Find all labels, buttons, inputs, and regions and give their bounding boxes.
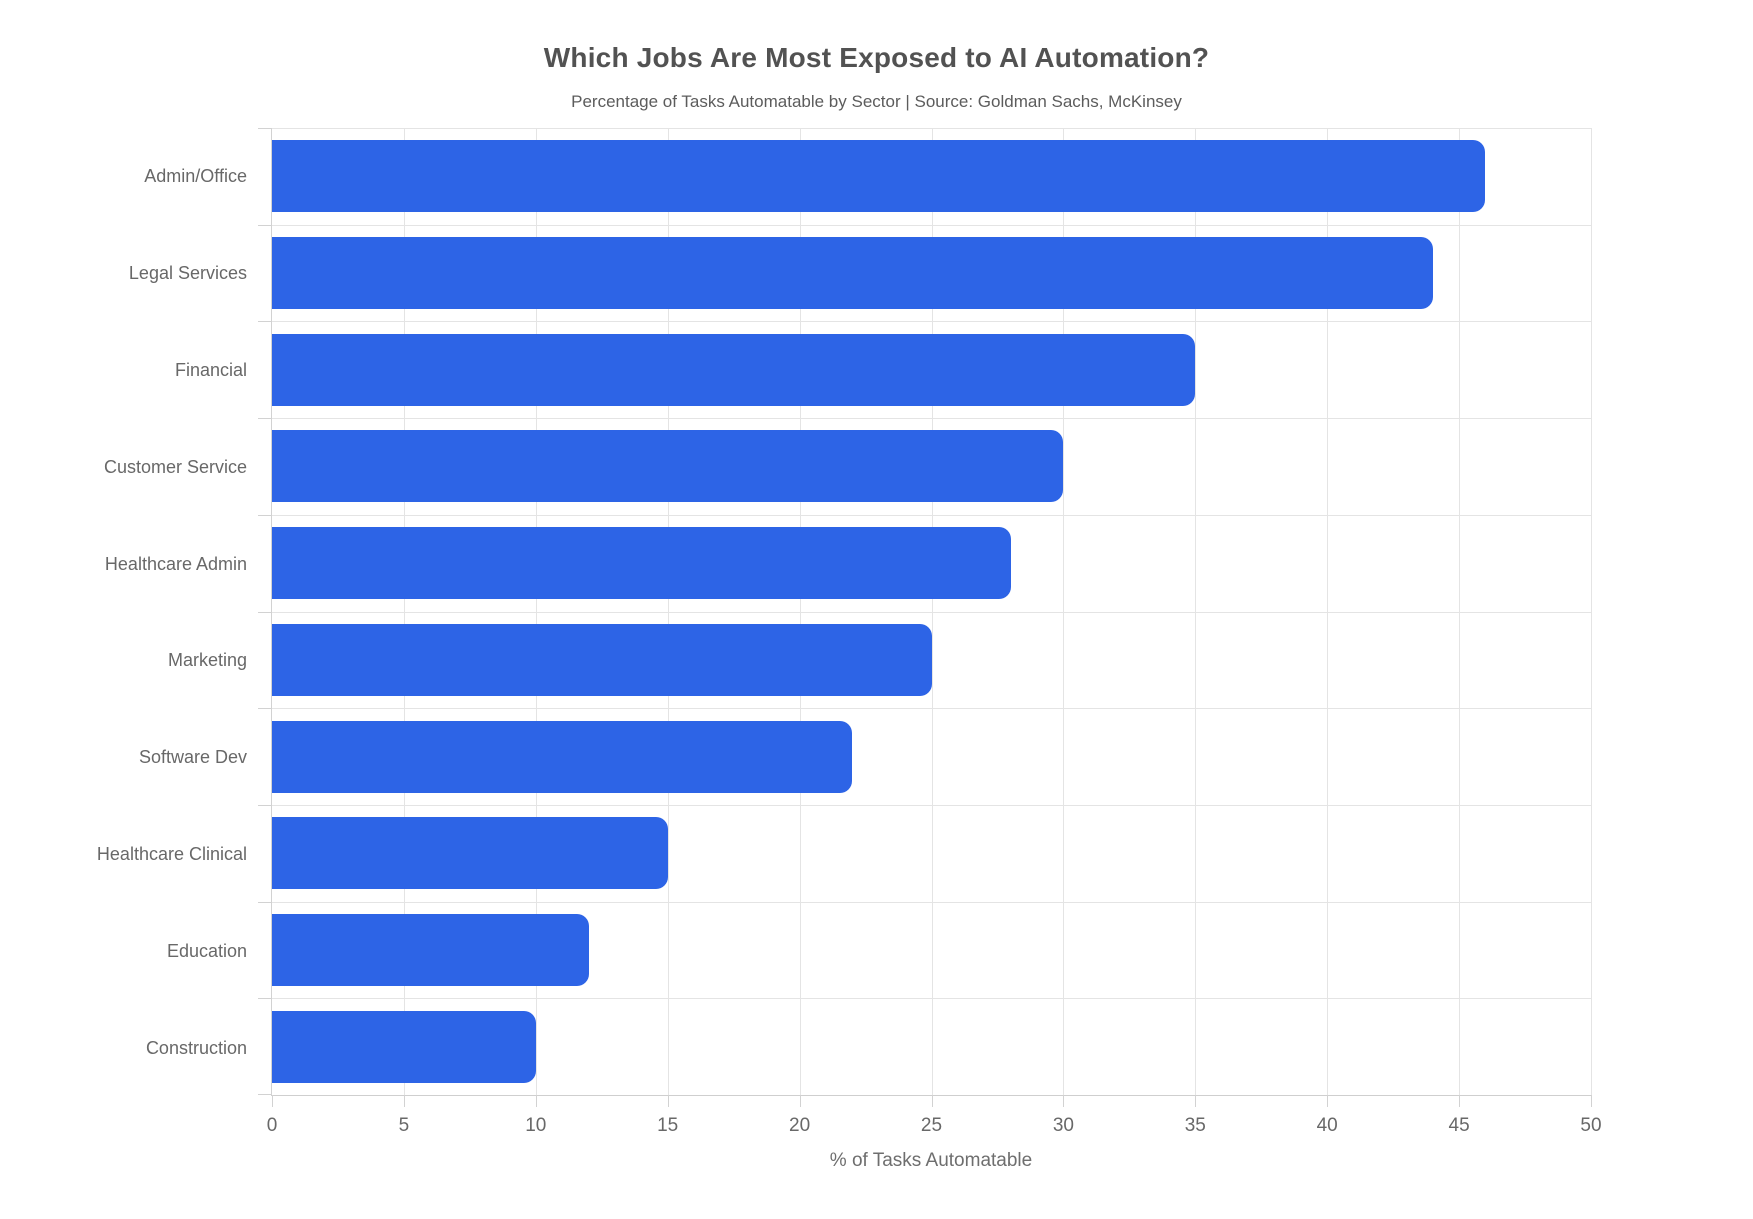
bar-financial bbox=[272, 333, 1196, 406]
category-label: Admin/Office bbox=[144, 166, 247, 187]
x-tick-mark bbox=[535, 1095, 537, 1107]
x-tick-label: 0 bbox=[266, 1115, 278, 1136]
x-tick-label: 30 bbox=[1052, 1115, 1074, 1136]
category-label: Financial bbox=[174, 360, 247, 380]
x-tick-mark bbox=[1591, 1095, 1592, 1107]
gridline-x bbox=[535, 128, 537, 1095]
y-tick-mark bbox=[258, 708, 272, 710]
x-tick-mark bbox=[799, 1095, 801, 1107]
plot-area: 0 5 10 15 20 25 30 35 40 45 50 bbox=[258, 128, 1602, 1136]
bar-healthcare-admin bbox=[272, 527, 1011, 600]
bar-construction bbox=[272, 1010, 536, 1083]
x-tick-mark bbox=[667, 1095, 669, 1107]
y-tick-mark bbox=[258, 321, 272, 323]
x-tick-label: 40 bbox=[1316, 1115, 1338, 1136]
gridline-x bbox=[799, 128, 801, 1095]
gridline-x bbox=[1195, 128, 1197, 1095]
bar-legal-services bbox=[272, 237, 1433, 310]
category-label: Construction bbox=[145, 1037, 247, 1058]
x-tick-label: 25 bbox=[920, 1115, 943, 1136]
x-tick-label: 10 bbox=[525, 1115, 547, 1136]
category-label: Healthcare Admin bbox=[104, 553, 247, 574]
x-tick-mark bbox=[931, 1095, 933, 1107]
chart-subtitle: Percentage of Tasks Automatable by Secto… bbox=[571, 92, 1182, 111]
category-label: Education bbox=[166, 940, 247, 961]
x-tick-mark bbox=[1195, 1095, 1197, 1107]
gridline-x bbox=[667, 128, 669, 1095]
bar-software-dev bbox=[272, 720, 853, 793]
gridline-x bbox=[1327, 128, 1329, 1095]
x-tick-label: 20 bbox=[789, 1115, 811, 1136]
bar-admin-office bbox=[272, 140, 1486, 213]
y-tick-mark bbox=[258, 224, 272, 226]
category-label: Healthcare Clinical bbox=[96, 844, 247, 864]
x-tick-mark bbox=[272, 1095, 273, 1107]
gridline-x bbox=[403, 128, 405, 1095]
gridline-x bbox=[1063, 128, 1065, 1095]
x-tick-label: 15 bbox=[657, 1115, 679, 1136]
y-tick-mark bbox=[258, 418, 272, 420]
y-tick-mark bbox=[258, 514, 272, 516]
x-tick-label: 5 bbox=[398, 1115, 410, 1136]
bar-customer-service bbox=[272, 430, 1064, 503]
y-axis-category-labels: Admin/Office Legal Services Financial Custo… bbox=[0, 128, 247, 1096]
gridline-x bbox=[1459, 128, 1461, 1095]
y-tick-mark bbox=[258, 611, 272, 613]
gridline-x bbox=[1591, 128, 1592, 1095]
x-tick-mark bbox=[1459, 1095, 1461, 1107]
x-tick-mark bbox=[1327, 1095, 1329, 1107]
y-tick-mark bbox=[258, 1094, 272, 1095]
bar-education bbox=[272, 913, 589, 986]
bar-marketing bbox=[272, 623, 932, 696]
chart-title: Which Jobs Are Most Exposed to AI Automa… bbox=[543, 42, 1210, 73]
category-label: Software Dev bbox=[138, 747, 247, 768]
category-label: Legal Services bbox=[128, 263, 247, 284]
x-tick-mark bbox=[1063, 1095, 1065, 1107]
x-tick-label: 35 bbox=[1184, 1115, 1206, 1136]
y-tick-mark bbox=[258, 901, 272, 903]
category-label: Customer Service bbox=[103, 456, 247, 477]
x-tick-label: 50 bbox=[1580, 1115, 1602, 1136]
y-tick-mark bbox=[258, 998, 272, 1000]
category-label: Marketing bbox=[167, 650, 247, 671]
x-tick-mark bbox=[403, 1095, 405, 1107]
y-tick-mark bbox=[258, 804, 272, 806]
y-tick-mark bbox=[258, 128, 272, 129]
bar-healthcare-clinical bbox=[272, 817, 668, 890]
x-tick-label: 45 bbox=[1448, 1115, 1470, 1136]
gridline-x bbox=[931, 128, 933, 1095]
x-axis-title: % of Tasks Automatable bbox=[829, 1150, 1033, 1171]
